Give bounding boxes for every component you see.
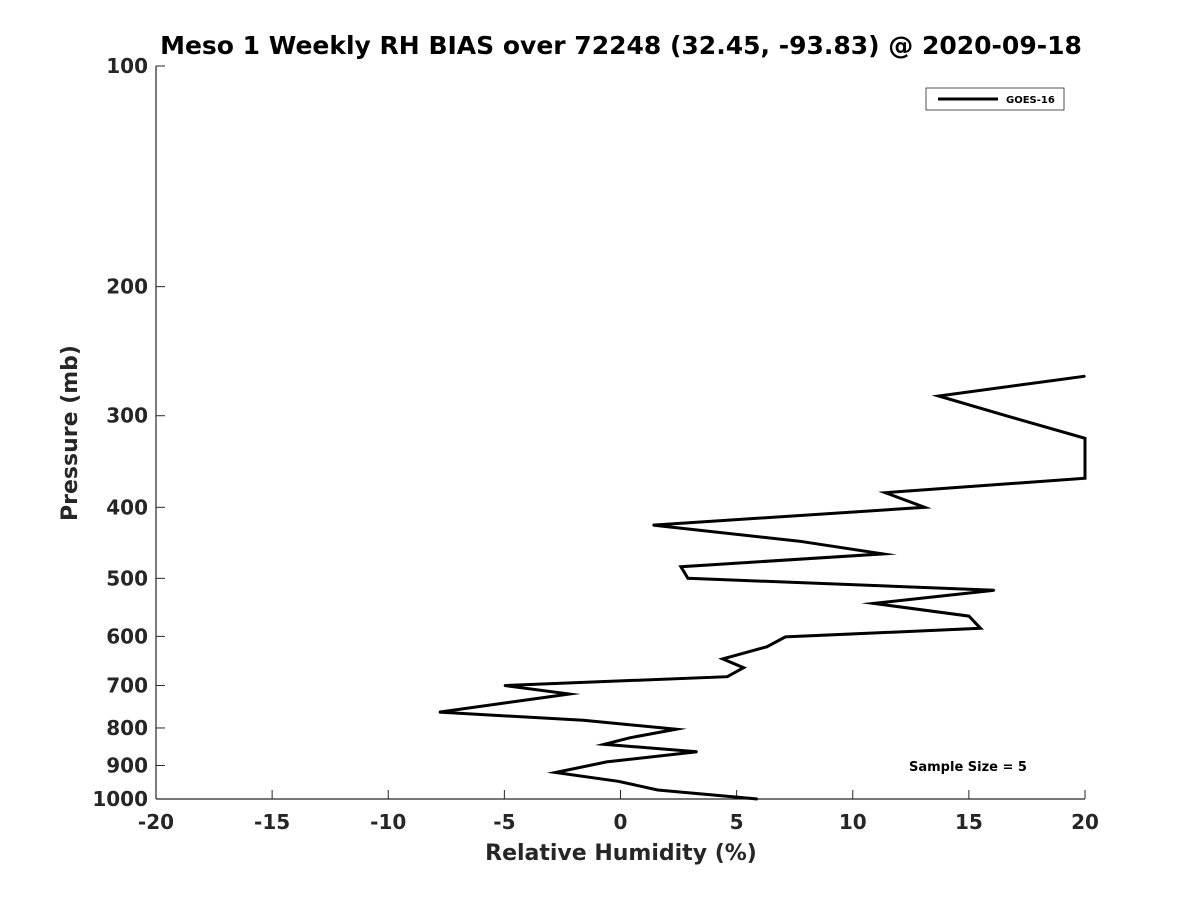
- y-tick-label: 400: [106, 495, 148, 519]
- data-point: [656, 789, 659, 791]
- data-point: [882, 553, 884, 555]
- data-point: [438, 711, 441, 713]
- x-tick-label: 15: [955, 810, 983, 834]
- data-point: [872, 602, 875, 605]
- data-point: [784, 636, 787, 638]
- sample-size-annotation: Sample Size = 5: [909, 760, 1027, 775]
- data-point: [605, 761, 608, 763]
- y-tick-label: 700: [106, 673, 148, 697]
- x-tick-label: 20: [1071, 810, 1099, 834]
- data-point: [1084, 375, 1086, 378]
- data-point: [1084, 477, 1086, 480]
- x-axis-label: Relative Humidity (%): [485, 841, 757, 866]
- x-tick-label: 10: [839, 810, 867, 834]
- series-group: [438, 374, 1087, 801]
- data-point: [652, 524, 654, 526]
- data-point: [696, 750, 698, 753]
- data-point: [629, 737, 631, 739]
- y-axis-label: Pressure (mb): [58, 345, 83, 521]
- legend-label: GOES-16: [1006, 95, 1055, 106]
- data-point: [726, 675, 729, 678]
- data-point: [582, 719, 585, 722]
- data-point: [1084, 437, 1086, 440]
- data-point: [687, 577, 689, 580]
- data-point: [675, 728, 677, 730]
- y-tick-label: 900: [106, 753, 148, 777]
- data-point: [968, 615, 970, 617]
- x-tick-label: 5: [730, 810, 744, 834]
- y-axis-ticks: 100 200 300 400 500 600 700 800 900 1000: [92, 54, 165, 811]
- x-tick-label: -15: [254, 810, 290, 834]
- data-point: [721, 658, 724, 660]
- y-tick-label: 200: [106, 275, 148, 299]
- data-point: [884, 491, 887, 494]
- x-tick-label: -10: [370, 810, 406, 834]
- data-point: [798, 540, 801, 542]
- chart-title: Meso 1 Weekly RH BIAS over 72248 (32.45,…: [160, 31, 1082, 60]
- y-tick-label: 100: [106, 54, 148, 78]
- data-point: [680, 565, 682, 568]
- y-tick-label: 1000: [92, 787, 148, 811]
- y-tick-label: 500: [106, 566, 148, 590]
- data-point: [617, 780, 619, 783]
- data-point: [554, 771, 557, 774]
- x-axis-ticks: -20 -15 -10 -5 0 5 10 15 20: [138, 790, 1099, 834]
- data-point: [993, 589, 996, 591]
- data-point: [937, 395, 940, 397]
- y-tick-label: 300: [106, 404, 148, 428]
- legend: GOES-16: [925, 87, 1065, 111]
- data-point: [756, 798, 759, 800]
- data-point: [1005, 414, 1007, 417]
- x-tick-label: 0: [614, 810, 628, 834]
- data-point: [979, 627, 982, 630]
- data-point: [568, 693, 571, 695]
- data-point: [603, 743, 605, 746]
- data-point: [923, 506, 926, 509]
- series-line-0: [439, 374, 1087, 801]
- y-tick-label: 800: [106, 716, 148, 740]
- data-point: [503, 684, 506, 687]
- data-point: [766, 646, 768, 648]
- y-tick-label: 600: [106, 624, 148, 648]
- x-tick-label: -20: [138, 810, 174, 834]
- data-point: [742, 666, 745, 669]
- x-tick-label: -5: [493, 810, 515, 834]
